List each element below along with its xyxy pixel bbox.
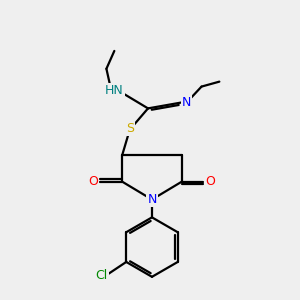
Text: N: N — [147, 193, 157, 206]
Text: S: S — [126, 122, 134, 135]
Text: N: N — [182, 96, 191, 109]
Text: O: O — [206, 175, 215, 188]
Text: HN: HN — [105, 84, 124, 97]
Text: O: O — [88, 175, 98, 188]
Text: Cl: Cl — [95, 269, 108, 282]
